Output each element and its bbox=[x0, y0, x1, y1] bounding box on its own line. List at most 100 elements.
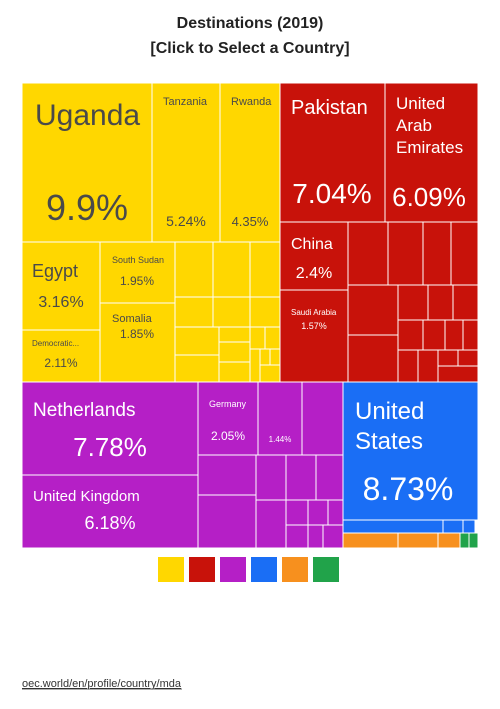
cell-label: Netherlands bbox=[33, 400, 135, 421]
small-cell[interactable] bbox=[285, 524, 309, 549]
small-cell[interactable] bbox=[342, 519, 444, 534]
small-cell[interactable] bbox=[174, 326, 220, 356]
legend-swatch[interactable] bbox=[158, 557, 184, 582]
treemap-cell[interactable] bbox=[279, 289, 349, 383]
treemap-cell[interactable] bbox=[151, 82, 221, 243]
small-cell[interactable] bbox=[462, 319, 479, 351]
cell-value: 7.04% bbox=[292, 178, 371, 209]
treemap-cell[interactable] bbox=[342, 381, 479, 521]
small-cell[interactable] bbox=[264, 326, 281, 350]
cell-label: China bbox=[291, 236, 333, 253]
small-cell[interactable] bbox=[397, 349, 419, 383]
small-cell[interactable] bbox=[347, 221, 389, 286]
small-cell[interactable] bbox=[459, 532, 470, 549]
treemap-cell[interactable] bbox=[257, 381, 303, 456]
small-cell[interactable] bbox=[437, 365, 479, 383]
small-cell[interactable] bbox=[437, 532, 461, 549]
small-cell[interactable] bbox=[468, 532, 479, 549]
small-cell[interactable] bbox=[197, 454, 257, 496]
label-line: States bbox=[355, 428, 423, 455]
treemap-cell[interactable] bbox=[99, 302, 176, 383]
small-cell[interactable] bbox=[255, 454, 287, 501]
small-cell[interactable] bbox=[307, 524, 324, 549]
legend-swatch[interactable] bbox=[313, 557, 339, 582]
small-cell[interactable] bbox=[347, 334, 399, 383]
small-cell[interactable] bbox=[249, 348, 261, 383]
label-line: Arab bbox=[396, 116, 437, 135]
small-cell[interactable] bbox=[315, 454, 344, 501]
cell-value: 2.4% bbox=[296, 265, 332, 282]
cell-label: Germany bbox=[209, 399, 247, 409]
treemap-cell[interactable] bbox=[21, 241, 101, 331]
legend-swatch[interactable] bbox=[282, 557, 308, 582]
cell-label: Democratic... bbox=[32, 339, 79, 348]
cell-label: Rwanda bbox=[231, 96, 272, 108]
small-cell[interactable] bbox=[417, 349, 439, 383]
small-cell[interactable] bbox=[285, 454, 317, 501]
small-cell[interactable] bbox=[452, 284, 479, 321]
small-cell[interactable] bbox=[174, 241, 214, 298]
legend-swatch[interactable] bbox=[189, 557, 215, 582]
small-cell[interactable] bbox=[422, 319, 446, 351]
small-cell[interactable] bbox=[218, 361, 251, 383]
cell-label: United Arab Emirates bbox=[396, 94, 463, 157]
treemap-cell[interactable] bbox=[197, 381, 259, 456]
small-cell[interactable] bbox=[387, 221, 424, 286]
small-cell[interactable] bbox=[462, 519, 476, 534]
small-cell[interactable] bbox=[342, 532, 399, 549]
small-cell[interactable] bbox=[249, 296, 281, 328]
small-cell[interactable] bbox=[249, 241, 281, 298]
small-cell[interactable] bbox=[259, 348, 271, 366]
small-cell[interactable] bbox=[457, 349, 479, 367]
treemap-cell[interactable] bbox=[99, 241, 176, 304]
cell-label: South Sudan bbox=[112, 255, 164, 265]
small-cell[interactable] bbox=[327, 499, 344, 526]
treemap-cell[interactable] bbox=[279, 82, 386, 223]
small-cell[interactable] bbox=[322, 524, 344, 549]
small-cell[interactable] bbox=[259, 364, 281, 383]
small-cell[interactable] bbox=[397, 532, 439, 549]
small-cell[interactable] bbox=[197, 494, 257, 549]
cell-label: United Kingdom bbox=[33, 488, 140, 505]
small-cell[interactable] bbox=[397, 319, 424, 351]
small-cell[interactable] bbox=[442, 519, 464, 534]
small-cell[interactable] bbox=[285, 499, 309, 526]
treemap-cell[interactable] bbox=[21, 82, 153, 243]
cell-label: Egypt bbox=[32, 261, 78, 281]
treemap-cell[interactable] bbox=[21, 381, 199, 476]
small-cell[interactable] bbox=[301, 381, 344, 456]
cell-label: Tanzania bbox=[163, 96, 208, 108]
small-cell[interactable] bbox=[212, 296, 251, 328]
small-cell[interactable] bbox=[444, 319, 464, 351]
legend-swatch[interactable] bbox=[220, 557, 246, 582]
small-cell[interactable] bbox=[174, 296, 214, 328]
small-cell[interactable] bbox=[450, 221, 479, 286]
treemap-cell[interactable] bbox=[219, 82, 281, 243]
treemap-cell[interactable] bbox=[21, 329, 101, 383]
small-cell[interactable] bbox=[347, 284, 399, 336]
small-cell[interactable] bbox=[218, 326, 251, 343]
cell-value: 3.16% bbox=[38, 294, 83, 311]
cell-label: Uganda bbox=[35, 99, 140, 132]
small-cell[interactable] bbox=[397, 284, 429, 321]
small-cell[interactable] bbox=[249, 326, 266, 350]
small-cell[interactable] bbox=[174, 354, 220, 383]
small-cell[interactable] bbox=[255, 499, 287, 549]
cell-value: 1.44% bbox=[269, 435, 292, 444]
treemap-cell[interactable] bbox=[21, 474, 199, 549]
label-line: United bbox=[355, 398, 431, 425]
source-link[interactable]: oec.world/en/profile/country/mda bbox=[22, 678, 182, 690]
cell-value: 6.09% bbox=[392, 182, 466, 212]
small-cell[interactable] bbox=[307, 499, 329, 526]
small-cell[interactable] bbox=[218, 341, 251, 363]
small-cell[interactable] bbox=[427, 284, 454, 321]
cell-value: 6.18% bbox=[84, 513, 135, 533]
legend-swatch[interactable] bbox=[251, 557, 277, 582]
cell-value: 1.57% bbox=[301, 321, 327, 331]
small-cell[interactable] bbox=[269, 348, 281, 366]
small-cell[interactable] bbox=[437, 349, 459, 367]
small-cell[interactable] bbox=[422, 221, 452, 286]
small-cell[interactable] bbox=[212, 241, 251, 298]
